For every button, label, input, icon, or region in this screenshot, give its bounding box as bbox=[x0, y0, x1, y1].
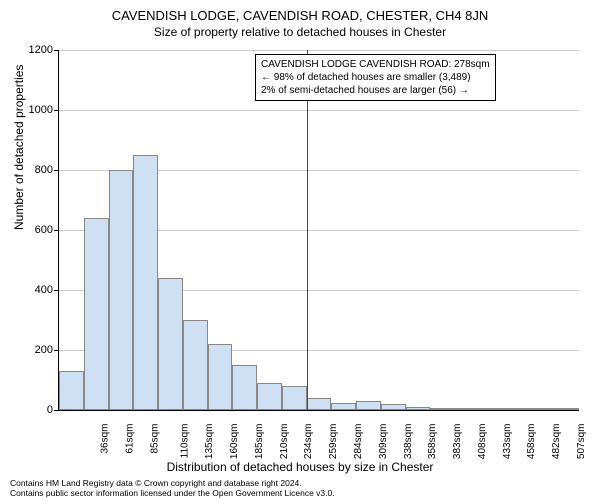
annotation-line: 2% of semi-detached houses are larger (5… bbox=[261, 84, 490, 97]
histogram-bar bbox=[133, 155, 158, 410]
ytick-label: 1200 bbox=[19, 44, 53, 56]
histogram-bar bbox=[282, 386, 307, 410]
y-axis-label: Number of detached properties bbox=[12, 65, 26, 230]
histogram-bar bbox=[554, 408, 579, 410]
xtick-label: 383sqm bbox=[452, 424, 463, 460]
ytick-label: 400 bbox=[19, 284, 53, 296]
histogram-bar bbox=[257, 383, 282, 410]
chart-plot-area: 02004006008001000120036sqm61sqm85sqm110s… bbox=[58, 50, 578, 410]
ytick-mark bbox=[54, 170, 59, 171]
plot-region: 02004006008001000120036sqm61sqm85sqm110s… bbox=[58, 50, 579, 411]
xtick-label: 85sqm bbox=[149, 424, 160, 454]
ytick-mark bbox=[54, 350, 59, 351]
xtick-label: 36sqm bbox=[100, 424, 111, 454]
xtick-label: 185sqm bbox=[254, 424, 265, 460]
histogram-bar bbox=[529, 408, 554, 410]
xtick-label: 210sqm bbox=[279, 424, 290, 460]
histogram-bar bbox=[232, 365, 257, 410]
xtick-label: 110sqm bbox=[179, 424, 190, 459]
ytick-mark bbox=[54, 290, 59, 291]
histogram-bar bbox=[406, 407, 431, 410]
xtick-label: 259sqm bbox=[328, 424, 339, 460]
histogram-bar bbox=[505, 408, 530, 410]
xtick-label: 507sqm bbox=[576, 424, 587, 460]
chart-title: CAVENDISH LODGE, CAVENDISH ROAD, CHESTER… bbox=[0, 0, 600, 23]
xtick-label: 309sqm bbox=[378, 424, 389, 460]
histogram-bar bbox=[84, 218, 109, 410]
ytick-label: 200 bbox=[19, 344, 53, 356]
xtick-label: 234sqm bbox=[304, 424, 315, 460]
xtick-label: 458sqm bbox=[526, 424, 537, 460]
xtick-label: 135sqm bbox=[205, 424, 216, 460]
histogram-bar bbox=[455, 408, 480, 410]
ytick-mark bbox=[54, 110, 59, 111]
footer-attribution: Contains HM Land Registry data © Crown c… bbox=[10, 479, 335, 498]
xtick-label: 433sqm bbox=[502, 424, 513, 460]
ytick-label: 0 bbox=[19, 404, 53, 416]
chart-container: CAVENDISH LODGE, CAVENDISH ROAD, CHESTER… bbox=[0, 0, 600, 500]
ytick-label: 600 bbox=[19, 224, 53, 236]
xtick-label: 358sqm bbox=[427, 424, 438, 460]
histogram-bar bbox=[381, 404, 406, 410]
histogram-bar bbox=[331, 403, 356, 411]
annotation-line: ← 98% of detached houses are smaller (3,… bbox=[261, 71, 490, 84]
histogram-bar bbox=[356, 401, 381, 410]
xtick-label: 482sqm bbox=[551, 424, 562, 460]
xtick-label: 160sqm bbox=[229, 424, 240, 460]
histogram-bar bbox=[158, 278, 183, 410]
annotation-line: CAVENDISH LODGE CAVENDISH ROAD: 278sqm bbox=[261, 58, 490, 71]
annotation-box: CAVENDISH LODGE CAVENDISH ROAD: 278sqm← … bbox=[255, 54, 496, 101]
ytick-mark bbox=[54, 410, 59, 411]
gridline bbox=[59, 50, 579, 51]
histogram-bar bbox=[59, 371, 84, 410]
footer-line-2: Contains public sector information licen… bbox=[10, 489, 335, 498]
marker-line bbox=[307, 50, 308, 410]
xtick-label: 408sqm bbox=[477, 424, 488, 460]
histogram-bar bbox=[109, 170, 134, 410]
xtick-label: 284sqm bbox=[353, 424, 364, 460]
histogram-bar bbox=[307, 398, 332, 410]
x-axis-label: Distribution of detached houses by size … bbox=[0, 460, 600, 474]
ytick-label: 1000 bbox=[19, 104, 53, 116]
ytick-label: 800 bbox=[19, 164, 53, 176]
histogram-bar bbox=[430, 408, 455, 410]
chart-subtitle: Size of property relative to detached ho… bbox=[0, 23, 600, 39]
xtick-label: 338sqm bbox=[403, 424, 414, 460]
histogram-bar bbox=[480, 408, 505, 410]
ytick-mark bbox=[54, 230, 59, 231]
xtick-label: 61sqm bbox=[125, 424, 136, 454]
ytick-mark bbox=[54, 50, 59, 51]
histogram-bar bbox=[183, 320, 208, 410]
gridline bbox=[59, 110, 579, 111]
histogram-bar bbox=[208, 344, 233, 410]
